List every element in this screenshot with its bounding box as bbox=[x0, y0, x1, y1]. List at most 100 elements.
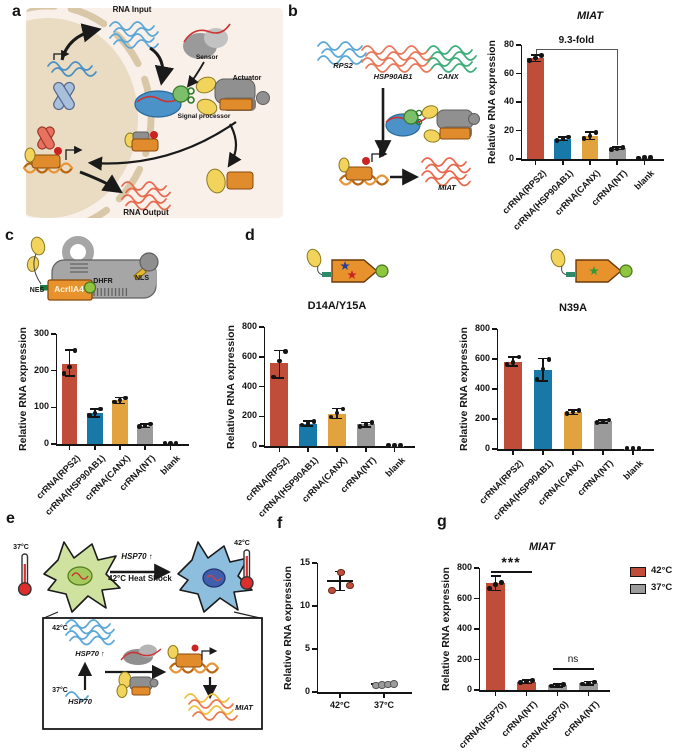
data-point bbox=[168, 440, 173, 446]
x-tick bbox=[494, 691, 497, 696]
nes-tag-icon bbox=[40, 285, 49, 291]
y-tick bbox=[51, 369, 56, 372]
sensor-label: Sensor bbox=[195, 54, 219, 61]
effector-pair-icon bbox=[206, 168, 254, 194]
data-point bbox=[357, 423, 363, 429]
data-point bbox=[636, 155, 641, 161]
actuator-complex-icon bbox=[195, 76, 270, 116]
cell-37-icon bbox=[43, 541, 121, 613]
canx-waves-icon bbox=[427, 45, 477, 73]
fold-label: 9.3-fold bbox=[558, 35, 595, 47]
inset-42-label: 42°C bbox=[52, 625, 68, 632]
y-axis bbox=[478, 568, 480, 692]
error-cap bbox=[360, 426, 371, 428]
chart-title: D14A/Y15A bbox=[307, 300, 367, 312]
bar bbox=[485, 583, 506, 690]
dhfr-label: DHFR bbox=[93, 278, 113, 285]
data-point bbox=[614, 146, 620, 151]
error-cap bbox=[303, 420, 314, 422]
y-tick-label: 200 bbox=[241, 410, 257, 421]
bar bbox=[578, 683, 599, 690]
data-point bbox=[533, 55, 538, 61]
y-tick bbox=[492, 418, 497, 420]
sig-line bbox=[490, 571, 532, 574]
canx-label: CANX bbox=[437, 72, 459, 81]
miat-e-label: MIAT bbox=[235, 703, 253, 712]
error-cap bbox=[274, 377, 285, 379]
blue-star-icon bbox=[340, 261, 350, 271]
y-tick bbox=[474, 658, 479, 661]
data-point bbox=[123, 395, 128, 401]
inset-37-label: 37°C bbox=[52, 687, 68, 694]
x-tick bbox=[534, 160, 537, 165]
bar bbox=[86, 412, 103, 444]
bar bbox=[527, 57, 545, 159]
x-tick bbox=[278, 447, 281, 452]
data-point bbox=[620, 145, 626, 150]
data-point bbox=[112, 399, 117, 405]
panel-label-f: f bbox=[277, 515, 283, 532]
data-point bbox=[600, 418, 606, 424]
x-axis bbox=[55, 444, 189, 446]
error-cap bbox=[115, 402, 125, 405]
y-tick-label: 0 bbox=[43, 438, 49, 448]
x-tick bbox=[336, 447, 338, 452]
data-point bbox=[576, 408, 582, 413]
flow-arrows bbox=[60, 23, 242, 194]
data-point bbox=[392, 443, 397, 448]
signal-processor-label: Signal processor bbox=[177, 113, 231, 120]
x-tick bbox=[383, 693, 385, 698]
error-cap bbox=[538, 380, 548, 382]
data-point bbox=[305, 421, 311, 426]
error-bar bbox=[68, 350, 71, 376]
rna-input-waves-icon bbox=[109, 21, 159, 49]
tether-line bbox=[33, 253, 42, 285]
data-point bbox=[592, 679, 597, 685]
inset-transcription-icon bbox=[167, 644, 220, 674]
y-axis bbox=[263, 327, 265, 448]
panel-c-illustration bbox=[26, 236, 159, 301]
x-axis bbox=[316, 692, 412, 694]
y-tick bbox=[474, 628, 479, 630]
data-point bbox=[162, 441, 168, 446]
bar bbox=[516, 681, 537, 690]
y-axis-title: Relative RNA expression bbox=[225, 324, 237, 449]
y-tick-label: 400 bbox=[456, 623, 472, 633]
error-cap bbox=[598, 422, 608, 424]
y-tick bbox=[312, 605, 317, 607]
bar bbox=[270, 363, 289, 446]
rps2-waves-icon bbox=[317, 41, 367, 65]
hsp90ab1-waves-icon bbox=[361, 45, 433, 73]
y-axis-title: Relative RNA expression bbox=[458, 327, 470, 451]
x-tick bbox=[525, 691, 528, 696]
data-point bbox=[398, 443, 403, 448]
data-point bbox=[518, 680, 523, 685]
data-point bbox=[328, 586, 336, 595]
chart-d14a-y15a: D14A/Y15A 0 200 400 600 800 Relative RNA expre… bbox=[225, 296, 422, 522]
legend-swatch bbox=[630, 567, 646, 577]
bar bbox=[61, 364, 78, 444]
y-tick bbox=[259, 445, 264, 447]
d14a-y15a-mutant-icon bbox=[306, 248, 389, 283]
thermometer-42-icon bbox=[239, 549, 254, 590]
y-tick-label: 0 bbox=[484, 443, 490, 453]
data-point bbox=[117, 397, 123, 403]
error-cap bbox=[274, 349, 285, 352]
data-point bbox=[277, 358, 282, 364]
y-axis-title: Relative RNA expression bbox=[17, 327, 29, 451]
data-point bbox=[142, 423, 148, 428]
bar bbox=[356, 424, 375, 446]
chart-title: MIAT bbox=[576, 10, 604, 22]
x-tick bbox=[512, 450, 514, 455]
x-tick bbox=[144, 445, 146, 450]
y-tick-label: 400 bbox=[474, 383, 490, 393]
chart-title: MIAT bbox=[528, 541, 556, 553]
bar bbox=[328, 414, 346, 446]
x-tick-label: 37°C bbox=[373, 700, 395, 710]
x-tick bbox=[643, 160, 646, 165]
data-point bbox=[546, 357, 552, 362]
data-point bbox=[636, 446, 642, 451]
chromosome-red-icon bbox=[37, 126, 55, 150]
data-point bbox=[564, 411, 570, 416]
data-point bbox=[504, 361, 510, 367]
